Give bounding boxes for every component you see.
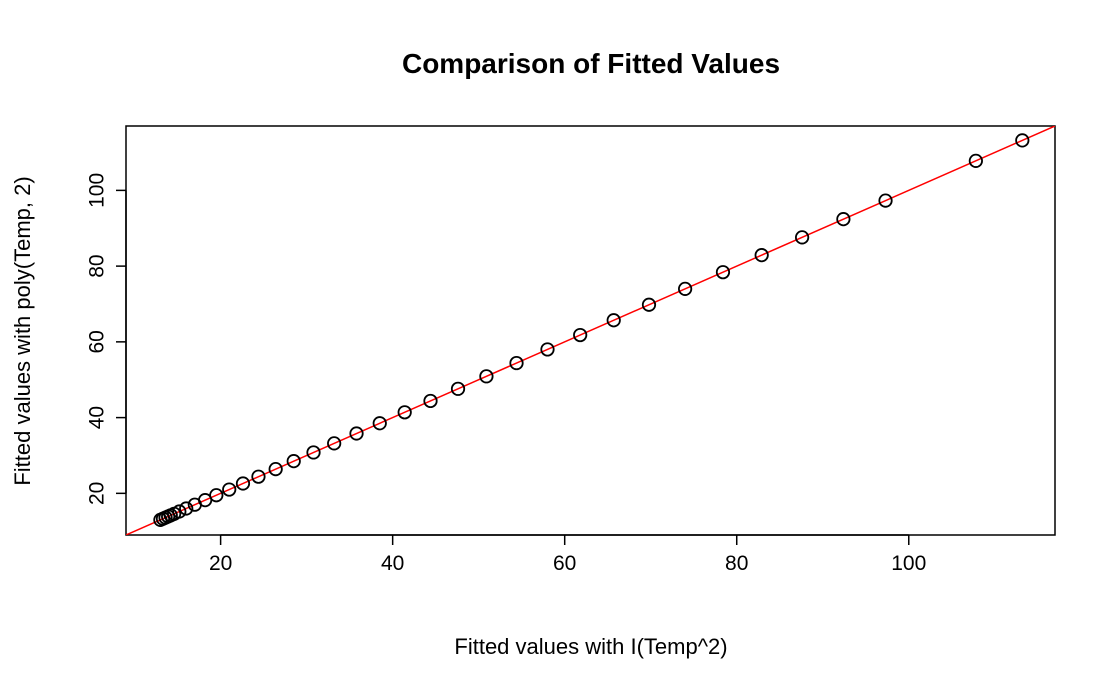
data-point [836, 212, 851, 227]
x-axis: 20 40 60 80 100 [209, 534, 926, 575]
data-point [268, 462, 283, 477]
y-axis-label: Fitted values with poly(Temp, 2) [10, 176, 35, 485]
data-point [878, 193, 893, 208]
data-point [678, 281, 693, 296]
data-point [479, 369, 494, 384]
data-point [172, 504, 187, 519]
data-point [349, 426, 364, 441]
data-point [286, 454, 301, 469]
data-point [450, 381, 466, 396]
data-point [235, 476, 251, 491]
data-point [795, 230, 810, 245]
y-tick-label: 100 [86, 173, 109, 208]
x-tick-label: 60 [553, 552, 576, 575]
data-point [509, 355, 524, 371]
data-point [209, 488, 224, 503]
data-point [715, 265, 731, 280]
data-point [1015, 133, 1030, 148]
reference-line-group [126, 126, 1055, 535]
data-point [306, 445, 321, 460]
chart-title: Comparison of Fitted Values [402, 48, 780, 79]
x-tick-label: 80 [725, 552, 748, 575]
data-point [968, 153, 983, 168]
data-point [606, 313, 621, 328]
data-points [153, 133, 1030, 527]
x-tick-label: 20 [209, 552, 232, 575]
y-axis: 20 40 60 80 100 [86, 173, 127, 505]
data-point [397, 405, 412, 420]
data-point [372, 416, 387, 431]
y-tick-label: 60 [86, 330, 109, 353]
data-point [251, 469, 266, 484]
data-point [754, 248, 769, 263]
data-point [641, 297, 657, 312]
data-point [540, 342, 555, 357]
y-tick-label: 40 [86, 406, 109, 429]
data-point [327, 436, 342, 451]
data-point [573, 327, 588, 343]
x-tick-label: 100 [891, 552, 926, 575]
x-axis-label: Fitted values with I(Temp^2) [454, 634, 727, 659]
data-point [222, 482, 237, 497]
y-tick-label: 20 [86, 482, 109, 505]
reference-line [126, 126, 1055, 535]
x-tick-label: 40 [381, 552, 404, 575]
data-point [423, 393, 438, 409]
data-point [179, 501, 194, 516]
y-tick-label: 80 [86, 254, 109, 277]
